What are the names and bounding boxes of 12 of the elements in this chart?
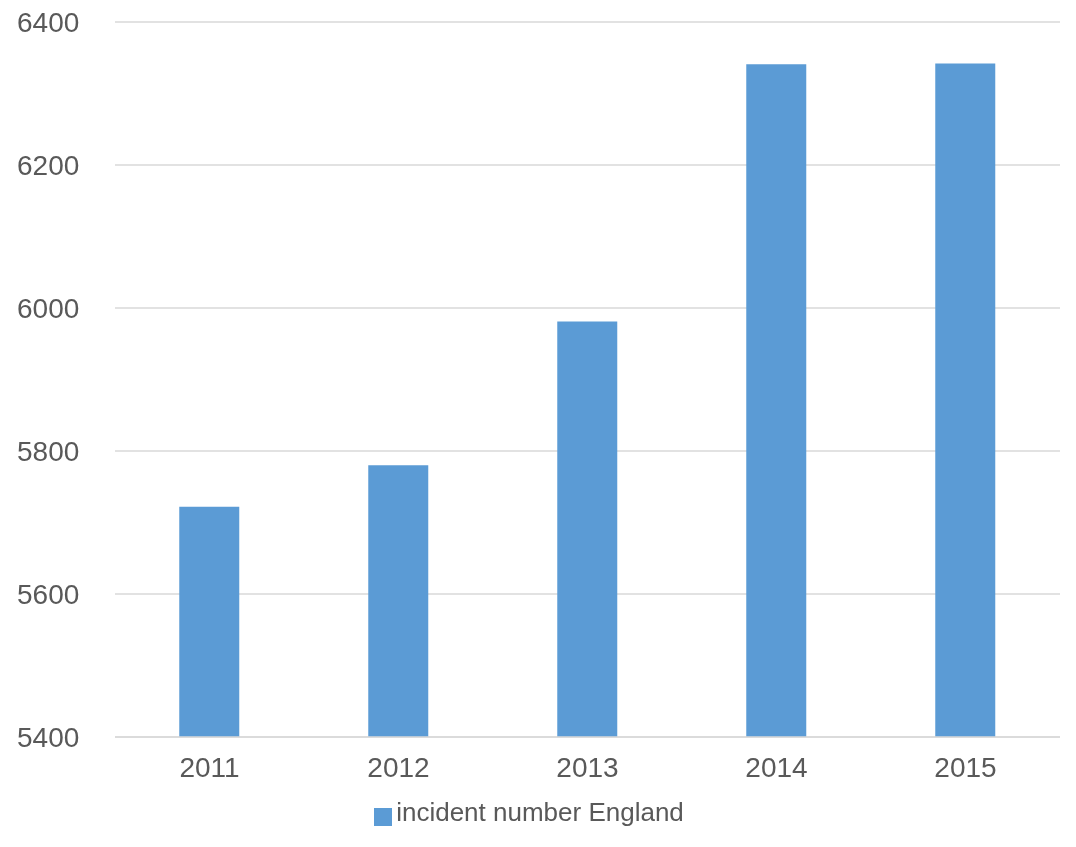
x-tick-label: 2015 <box>934 751 997 783</box>
y-tick-label: 5400 <box>17 721 80 753</box>
x-tick-label: 2014 <box>745 751 808 783</box>
y-tick-label: 5600 <box>17 578 80 610</box>
x-tick-label: 2012 <box>367 751 430 783</box>
y-tick-label: 6200 <box>17 149 80 181</box>
y-tick-label: 6000 <box>17 292 80 324</box>
legend-label: incident number England <box>396 797 684 827</box>
x-tick-label: 2013 <box>556 751 619 783</box>
y-tick-label: 5800 <box>17 435 80 467</box>
x-tick-label: 2011 <box>179 751 240 783</box>
y-tick-label: 6400 <box>17 6 80 38</box>
